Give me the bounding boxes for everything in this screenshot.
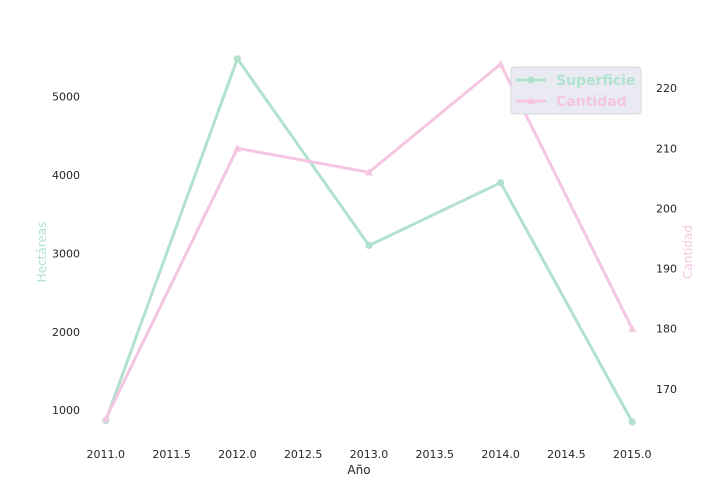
data-point-cantidad <box>233 144 242 152</box>
y-right-tick-label: 200 <box>656 202 677 215</box>
legend: Superficie Cantidad <box>510 66 642 115</box>
y-right-tick-label: 220 <box>656 82 677 95</box>
y-right-tick-label: 190 <box>656 263 677 276</box>
legend-marker-superficie <box>527 76 535 84</box>
data-point-superficie <box>233 55 241 63</box>
y-axis-right-label: Cantidad <box>681 225 695 279</box>
y-right-tick-label: 170 <box>656 383 677 396</box>
x-tick-label: 2014.0 <box>481 448 520 461</box>
y-left-tick-label: 5000 <box>52 90 80 103</box>
ticks-layer: 2011.0 2011.5 2012.0 2012.5 2013.0 2013.5 2014… <box>52 82 677 461</box>
legend-label-cantidad: Cantidad <box>556 94 627 110</box>
y-right-tick-label: 210 <box>656 142 677 155</box>
y-right-tick-label: 180 <box>656 323 677 336</box>
data-point-cantidad <box>101 414 110 423</box>
data-point-superficie <box>365 241 373 250</box>
data-point-cantidad <box>496 60 505 68</box>
legend-marker-cantidad <box>527 97 535 105</box>
y-left-tick-label: 4000 <box>52 169 80 182</box>
x-tick-label: 2015.0 <box>613 448 652 461</box>
x-tick-label: 2012.0 <box>218 448 257 461</box>
y-left-tick-label: 2000 <box>52 326 80 339</box>
legend-label-superficie: Superficie <box>556 73 635 89</box>
x-tick-label: 2014.5 <box>547 448 586 461</box>
y-axis-left-label: Hectáreas <box>35 222 49 283</box>
data-point-superficie <box>497 179 505 187</box>
y-left-tick-label: 1000 <box>52 404 80 417</box>
x-tick-label: 2012.5 <box>284 448 323 461</box>
x-tick-label: 2011.0 <box>87 448 126 461</box>
x-tick-label: 2013.5 <box>416 448 455 461</box>
data-point-cantidad <box>628 324 637 332</box>
data-point-superficie <box>628 418 636 426</box>
y-left-tick-label: 3000 <box>52 247 80 260</box>
series-line-cantidad <box>104 62 634 420</box>
x-tick-label: 2011.5 <box>152 448 191 461</box>
x-tick-label: 2013.0 <box>350 448 389 461</box>
series-layer <box>101 55 637 426</box>
data-point-cantidad <box>365 168 373 176</box>
x-axis-label: Año <box>347 463 370 477</box>
